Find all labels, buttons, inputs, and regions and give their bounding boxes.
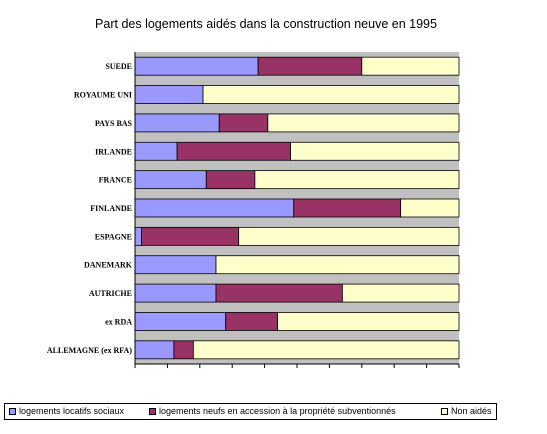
bars [134, 56, 460, 360]
bar-segment-0-3 [134, 141, 178, 161]
bar-segment-1-4 [205, 170, 256, 190]
legend-item-social: logements locatifs sociaux [9, 406, 124, 416]
bar-segment-1-5 [293, 198, 402, 218]
legend-item-accession: logements neufs en accession à la propri… [149, 406, 396, 416]
bar-segment-2-6 [238, 226, 460, 246]
legend-swatch-social [9, 407, 16, 415]
bar-segment-2-7 [215, 255, 460, 275]
legend-item-non-aides: Non aidés [441, 406, 492, 416]
bar-segment-1-3 [176, 141, 291, 161]
bar-segment-2-0 [361, 56, 460, 76]
bar-segment-0-9 [134, 312, 227, 331]
bar-segment-2-8 [341, 283, 460, 303]
bar-segment-0-1 [134, 85, 204, 104]
category-label: FINLANDE [90, 204, 132, 213]
bar-segment-0-8 [134, 283, 217, 303]
bar-segment-2-10 [192, 340, 460, 360]
category-label: DANEMARK [84, 261, 133, 270]
bar-segment-2-9 [277, 312, 460, 331]
category-label: FRANCE [99, 176, 132, 185]
chart-title: Part des logements aidés dans la constru… [95, 17, 437, 31]
bar-segment-2-2 [267, 113, 460, 133]
legend-label-non-aides: Non aidés [451, 406, 492, 416]
bar-segment-2-4 [254, 170, 460, 190]
bar-segment-1-10 [173, 340, 194, 360]
category-label: ALLEMAGNE (ex RFA) [47, 346, 133, 355]
bar-segment-1-9 [225, 312, 278, 331]
bar-segment-1-0 [257, 56, 363, 76]
bar-segment-0-6 [134, 226, 142, 246]
category-label: SUEDE [105, 62, 132, 71]
category-label: AUTRICHE [89, 289, 132, 298]
bar-segment-1-6 [141, 226, 240, 246]
legend-label-social: logements locatifs sociaux [19, 406, 125, 416]
bar-segment-0-7 [134, 255, 217, 275]
bar-segment-2-1 [202, 85, 460, 104]
category-label: PAYS BAS [95, 119, 133, 128]
bar-segment-0-2 [134, 113, 220, 133]
legend: logements locatifs sociaux logements neu… [4, 403, 497, 420]
legend-swatch-non-aides [441, 407, 448, 415]
bar-segment-0-0 [134, 56, 259, 76]
legend-swatch-accession [149, 407, 156, 415]
category-label: ROYAUME UNI [74, 91, 132, 100]
category-label: ex RDA [105, 317, 132, 326]
bar-segment-2-3 [290, 141, 460, 161]
bar-segment-1-8 [215, 283, 343, 303]
bar-segment-1-2 [218, 113, 269, 133]
category-label: IRLANDE [95, 147, 132, 156]
bar-segment-0-5 [134, 198, 295, 218]
category-label: ESPAGNE [95, 232, 132, 241]
legend-label-accession: logements neufs en accession à la propri… [159, 406, 396, 416]
bar-segment-0-4 [134, 170, 207, 190]
bar-segment-0-10 [134, 340, 175, 360]
bar-segment-2-5 [400, 198, 460, 218]
category-labels: SUEDE ROYAUME UNI PAYS BAS IRLANDE FRANCE FIN… [47, 62, 133, 355]
x-axis [134, 52, 460, 368]
